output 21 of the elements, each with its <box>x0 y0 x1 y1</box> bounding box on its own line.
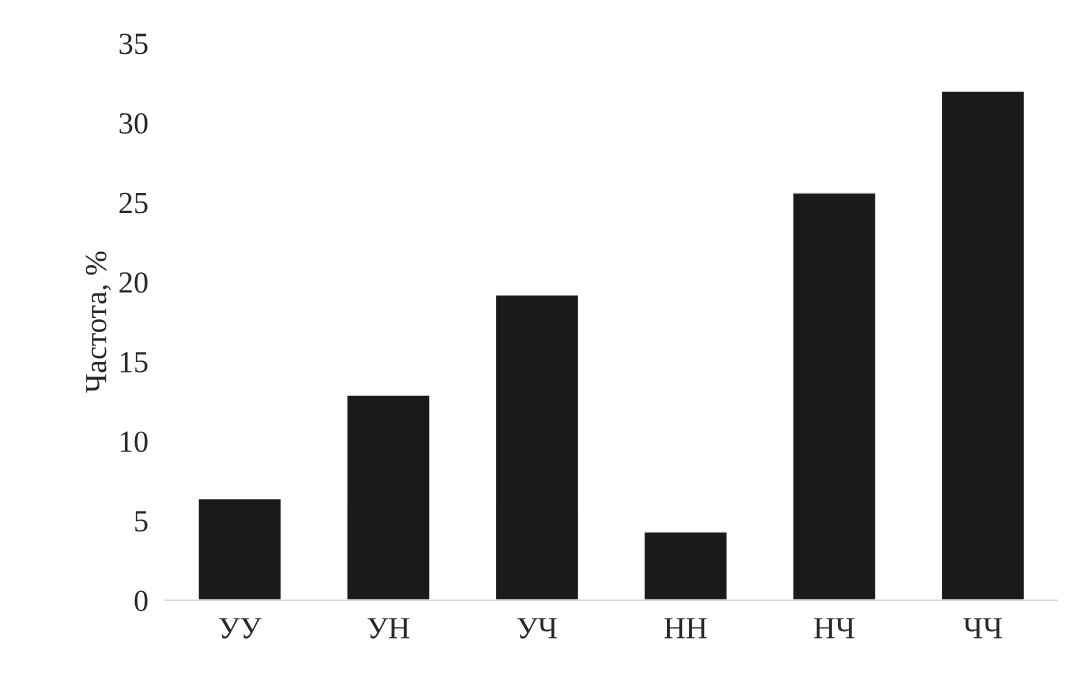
x-tick-label: УН <box>367 618 410 639</box>
bar <box>346 394 431 601</box>
bar <box>643 531 728 601</box>
y-tick-label: 10 <box>120 431 148 453</box>
y-tick-label: 20 <box>119 272 148 293</box>
y-tick-label: 30 <box>119 113 148 134</box>
x-tick-label: НЧ <box>814 618 855 639</box>
y-tick-label: 35 <box>119 33 148 55</box>
y-tick-label: 15 <box>120 351 148 373</box>
y-tick-label: 0 <box>134 590 148 612</box>
y-tick-label: 5 <box>135 511 148 532</box>
bar <box>940 90 1026 601</box>
x-tick-label: УУ <box>219 618 262 639</box>
bar <box>494 294 580 601</box>
bar <box>791 192 877 601</box>
bar <box>197 497 283 601</box>
x-tick-label: НН <box>664 618 707 639</box>
x-tick-label: ЧЧ <box>963 618 1002 639</box>
y-axis-title: Частота, % <box>85 251 111 393</box>
y-tick-label: 25 <box>119 192 148 214</box>
x-tick-label: УЧ <box>517 618 557 639</box>
